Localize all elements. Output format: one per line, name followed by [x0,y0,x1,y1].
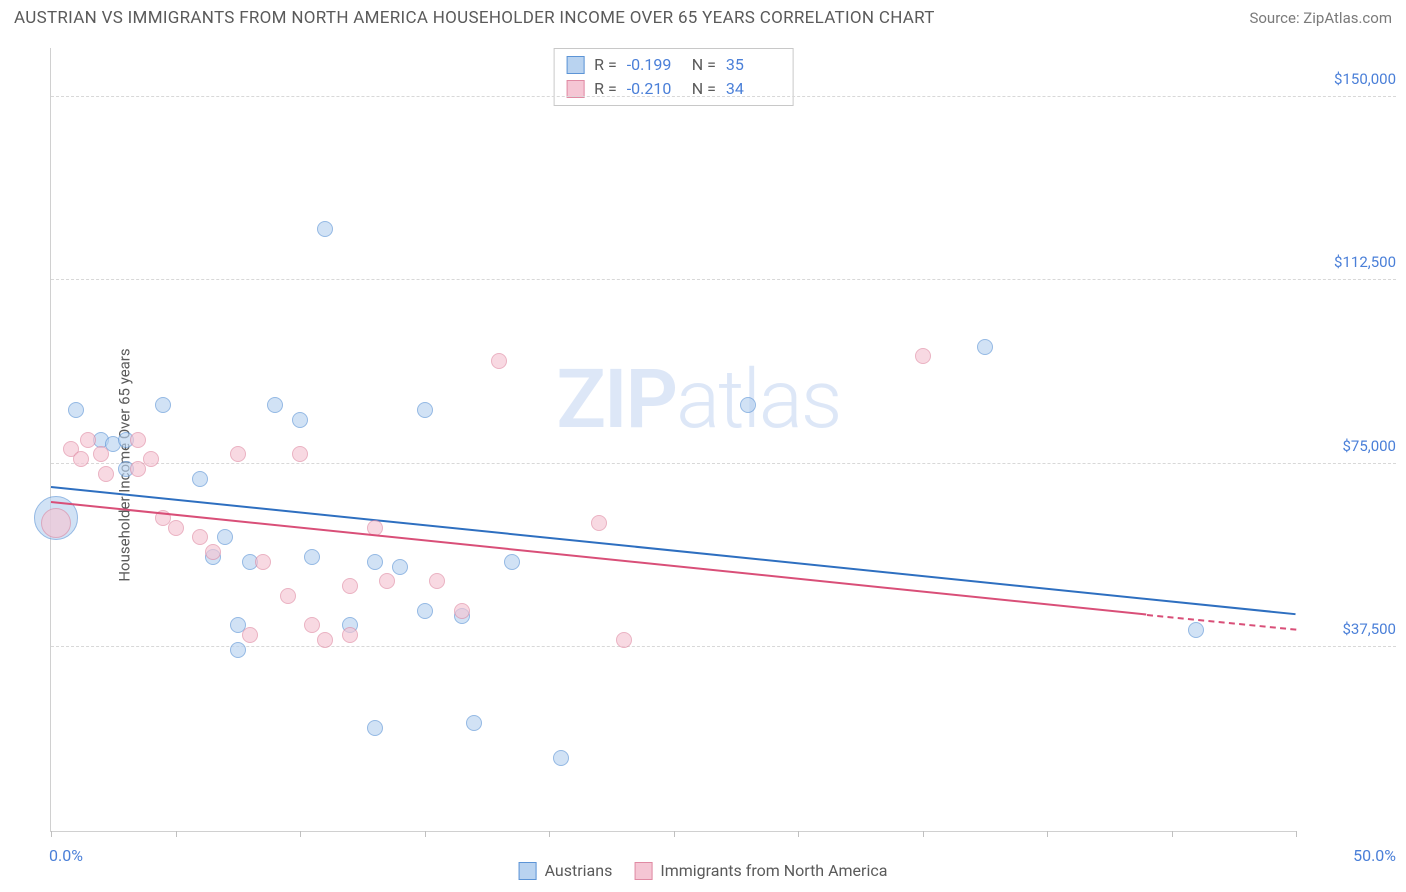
gridline [51,279,1396,280]
data-point [977,339,993,355]
data-point [292,446,308,462]
x-tick [1172,831,1173,837]
stat-r-label: R = [594,77,617,101]
trend-line [51,486,1296,615]
data-point [304,549,320,565]
data-point [267,397,283,413]
chart-container: Householder Income Over 65 years ZIPatla… [0,38,1406,892]
data-point [616,632,632,648]
x-tick [1296,831,1297,837]
stat-r-value: -0.199 [627,53,682,77]
data-point [68,402,84,418]
data-point [915,348,931,364]
data-point [217,529,233,545]
x-max-label: 50.0% [1306,846,1396,865]
chart-title: AUSTRIAN VS IMMIGRANTS FROM NORTH AMERIC… [14,8,935,28]
plot-area: ZIPatlas R =-0.199N =35R =-0.210N =34 $3… [50,48,1296,832]
x-tick [674,831,675,837]
data-point [392,559,408,575]
legend-swatch [519,862,537,880]
data-point [93,446,109,462]
gridline [51,646,1396,647]
trend-line-extrapolated [1146,614,1296,631]
data-point [192,529,208,545]
gridline [51,463,1396,464]
data-point [317,632,333,648]
legend-label: Immigrants from North America [660,861,887,880]
data-point [454,603,470,619]
chart-header: AUSTRIAN VS IMMIGRANTS FROM NORTH AMERIC… [0,0,1406,32]
data-point [73,451,89,467]
y-tick-label: $150,000 [1306,70,1396,88]
data-point [417,402,433,418]
y-tick-label: $112,500 [1306,253,1396,271]
data-point [367,720,383,736]
data-point [192,471,208,487]
stat-r-label: R = [594,53,617,77]
stat-n-label: N = [692,53,716,77]
data-point [280,588,296,604]
stat-n-value: 35 [726,53,781,77]
series-swatch [566,56,584,74]
data-point [591,515,607,531]
data-point [304,617,320,633]
x-tick [51,831,52,837]
data-point [98,466,114,482]
x-tick [798,831,799,837]
data-point [292,412,308,428]
stats-row: R = -0.199 N = 35 [566,53,781,77]
data-point [41,508,71,538]
x-tick [1047,831,1048,837]
stat-n-label: N = [692,77,716,101]
data-point [317,221,333,237]
legend-item: Immigrants from North America [634,861,887,880]
data-point [466,715,482,731]
data-point [80,432,96,448]
data-point [205,544,221,560]
stat-n-value: 34 [726,77,781,101]
legend-item: Austrians [519,861,613,880]
x-tick [923,831,924,837]
y-tick-label: $75,000 [1306,437,1396,455]
data-point [342,627,358,643]
data-point [342,578,358,594]
data-point [417,603,433,619]
data-point [491,353,507,369]
y-tick-label: $37,500 [1306,620,1396,638]
data-point [242,627,258,643]
data-point [504,554,520,570]
data-point [367,554,383,570]
data-point [1188,622,1204,638]
data-point [255,554,271,570]
stat-r-value: -0.210 [627,77,682,101]
data-point [155,397,171,413]
data-point [143,451,159,467]
data-point [429,573,445,589]
x-tick [549,831,550,837]
correlation-stats-box: R = -0.199 N = 35 R = -0.210 N = 34 [553,48,794,106]
legend-swatch [634,862,652,880]
data-point [553,750,569,766]
series-legend: Austrians Immigrants from North America [519,861,888,880]
data-point [130,432,146,448]
stats-row: R = -0.210 N = 34 [566,77,781,101]
x-tick [176,831,177,837]
data-point [230,446,246,462]
data-point [168,520,184,536]
data-point [379,573,395,589]
x-min-label: 0.0% [49,846,83,865]
x-tick [300,831,301,837]
data-point [740,397,756,413]
data-point [230,642,246,658]
watermark: ZIPatlas [556,352,840,448]
gridline [51,96,1396,97]
x-tick [425,831,426,837]
legend-label: Austrians [545,861,613,880]
source-attribution: Source: ZipAtlas.com [1249,9,1392,27]
